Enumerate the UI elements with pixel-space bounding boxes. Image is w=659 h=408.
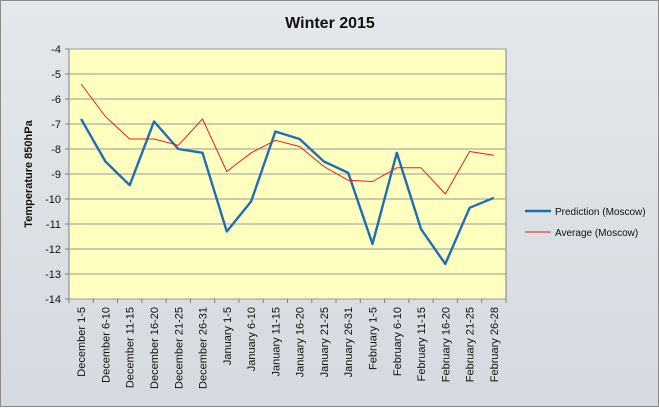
y-tick-label: -13 — [45, 269, 61, 281]
x-tick-label: January 16-20 — [295, 307, 307, 377]
x-tick-label: December 11-15 — [125, 307, 137, 388]
y-axis-ticks: -4 -5 -6 -7 -8 -9 -10 -11 -12 -13 -14 — [45, 44, 69, 306]
y-axis-label: Temperature 850hPa — [23, 119, 35, 227]
x-tick-label: January 1-5 — [222, 307, 234, 365]
plot-area: -4 -5 -6 -7 -8 -9 -10 -11 -12 -13 -14 December 1-5… — [45, 44, 507, 389]
x-tick-label: January 21-25 — [319, 307, 331, 377]
x-tick-label: February 6-10 — [392, 307, 404, 376]
x-tick-label: December 1-5 — [76, 307, 88, 377]
y-tick-label: -4 — [51, 44, 61, 56]
legend-label-prediction: Prediction (Moscow) — [555, 207, 646, 218]
x-tick-label: February 26-28 — [489, 307, 501, 382]
x-tick-label: December 16-20 — [149, 307, 161, 389]
legend-label-average: Average (Moscow) — [555, 228, 638, 239]
y-tick-label: -5 — [51, 69, 61, 81]
y-tick-label: -14 — [45, 294, 61, 306]
y-tick-label: -10 — [45, 194, 61, 206]
series-line-average — [80, 83, 494, 195]
x-tick-label: February 21-25 — [465, 307, 477, 382]
x-tick-label: February 16-20 — [440, 307, 452, 382]
x-tick-label: January 11-15 — [270, 307, 282, 377]
chart-title: Winter 2015 — [285, 15, 375, 32]
x-tick-label: December 6-10 — [100, 307, 112, 383]
gridlines — [69, 48, 506, 300]
legend: Prediction (Moscow) Average (Moscow) — [525, 207, 646, 239]
y-tick-label: -11 — [46, 219, 61, 231]
y-tick-label: -12 — [45, 244, 61, 256]
series-lines — [80, 83, 495, 266]
x-tick-label: February 11-15 — [416, 307, 428, 381]
x-tick-label: December 26-31 — [198, 307, 210, 389]
y-tick-label: -7 — [51, 119, 61, 131]
series-line-prediction — [80, 118, 495, 266]
x-tick-label: January 6-10 — [246, 307, 258, 371]
y-tick-label: -6 — [51, 94, 61, 106]
x-tick-label: February 1-5 — [367, 307, 379, 370]
y-tick-label: -9 — [51, 169, 61, 181]
y-tick-label: -8 — [51, 144, 61, 156]
x-tick-label: January 26-31 — [343, 307, 355, 377]
x-tick-label: December 21-25 — [173, 307, 185, 389]
x-axis-ticks: December 1-5 December 6-10 December 11-15 D… — [68, 299, 507, 389]
